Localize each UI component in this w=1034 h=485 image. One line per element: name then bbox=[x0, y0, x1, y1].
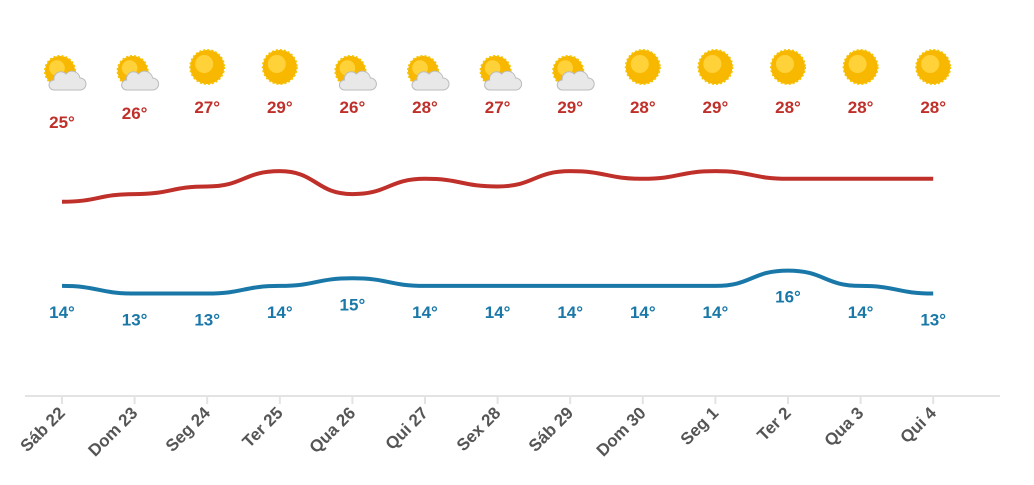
weather-icon bbox=[189, 49, 226, 85]
x-tick-label: Dom 30 bbox=[593, 403, 650, 460]
sun-glow bbox=[703, 55, 722, 73]
value-label: 26° bbox=[122, 104, 148, 123]
value-label: 14° bbox=[485, 303, 511, 322]
value-label: 14° bbox=[557, 303, 583, 322]
value-label: 27° bbox=[194, 98, 220, 117]
value-label: 29° bbox=[267, 98, 293, 117]
weather-icon bbox=[624, 49, 661, 85]
sun-glow bbox=[848, 55, 867, 73]
value-label: 28° bbox=[848, 98, 874, 117]
value-label: 27° bbox=[485, 98, 511, 117]
value-label: 13° bbox=[920, 311, 946, 330]
value-label: 28° bbox=[412, 98, 438, 117]
x-tick-label: Qui 4 bbox=[897, 403, 941, 447]
weather-icon bbox=[479, 55, 523, 91]
value-label: 14° bbox=[848, 303, 874, 322]
x-tick-label: Sex 28 bbox=[453, 403, 505, 455]
x-tick-label: Qui 27 bbox=[382, 403, 432, 453]
x-tick-label: Seg 24 bbox=[162, 403, 215, 456]
sun-glow bbox=[921, 55, 940, 73]
cloud bbox=[48, 70, 87, 91]
weather-icon bbox=[334, 55, 377, 91]
value-label: 16° bbox=[775, 288, 801, 307]
x-tick-label: Ter 25 bbox=[239, 403, 287, 451]
value-label: 28° bbox=[920, 98, 946, 117]
value-label: 14° bbox=[630, 303, 656, 322]
value-label: 14° bbox=[267, 303, 293, 322]
cloud bbox=[411, 70, 450, 91]
x-tick-label: Qua 3 bbox=[821, 403, 868, 450]
sun-glow bbox=[776, 55, 794, 73]
weather-icon bbox=[407, 55, 450, 91]
weather-icon bbox=[915, 49, 952, 85]
x-tick-label: Dom 23 bbox=[85, 403, 142, 460]
weather-icon bbox=[770, 49, 806, 85]
weather-icon bbox=[552, 55, 595, 91]
value-label: 14° bbox=[703, 303, 729, 322]
weather-icon bbox=[842, 49, 879, 85]
value-label: 28° bbox=[630, 98, 656, 117]
value-label: 13° bbox=[122, 311, 148, 330]
sun-glow bbox=[267, 55, 286, 73]
x-tick-label: Sáb 22 bbox=[17, 403, 69, 455]
cloud bbox=[556, 70, 595, 91]
line bbox=[61, 169, 934, 204]
x-tick-label: Ter 2 bbox=[754, 403, 795, 444]
value-label: 29° bbox=[557, 98, 583, 117]
x-tick-label: Qua 26 bbox=[306, 403, 360, 457]
cloud bbox=[121, 70, 160, 91]
line bbox=[61, 268, 934, 296]
value-label: 14° bbox=[49, 303, 75, 322]
sun-glow bbox=[630, 55, 649, 73]
value-label: 14° bbox=[412, 303, 438, 322]
cloud bbox=[484, 70, 523, 91]
x-tick-label: Seg 1 bbox=[677, 403, 723, 449]
sun-glow bbox=[195, 55, 214, 73]
value-label: 28° bbox=[775, 98, 801, 117]
value-label: 29° bbox=[703, 98, 729, 117]
value-label: 15° bbox=[340, 295, 366, 314]
weather-icon bbox=[116, 55, 160, 91]
cloud bbox=[338, 70, 377, 91]
weather-icon bbox=[697, 49, 734, 85]
weather-icon bbox=[44, 55, 87, 91]
weather-icon bbox=[261, 49, 298, 85]
x-tick-label: Sáb 29 bbox=[525, 403, 577, 455]
value-label: 25° bbox=[49, 113, 75, 132]
value-label: 13° bbox=[194, 311, 220, 330]
value-label: 26° bbox=[340, 98, 366, 117]
